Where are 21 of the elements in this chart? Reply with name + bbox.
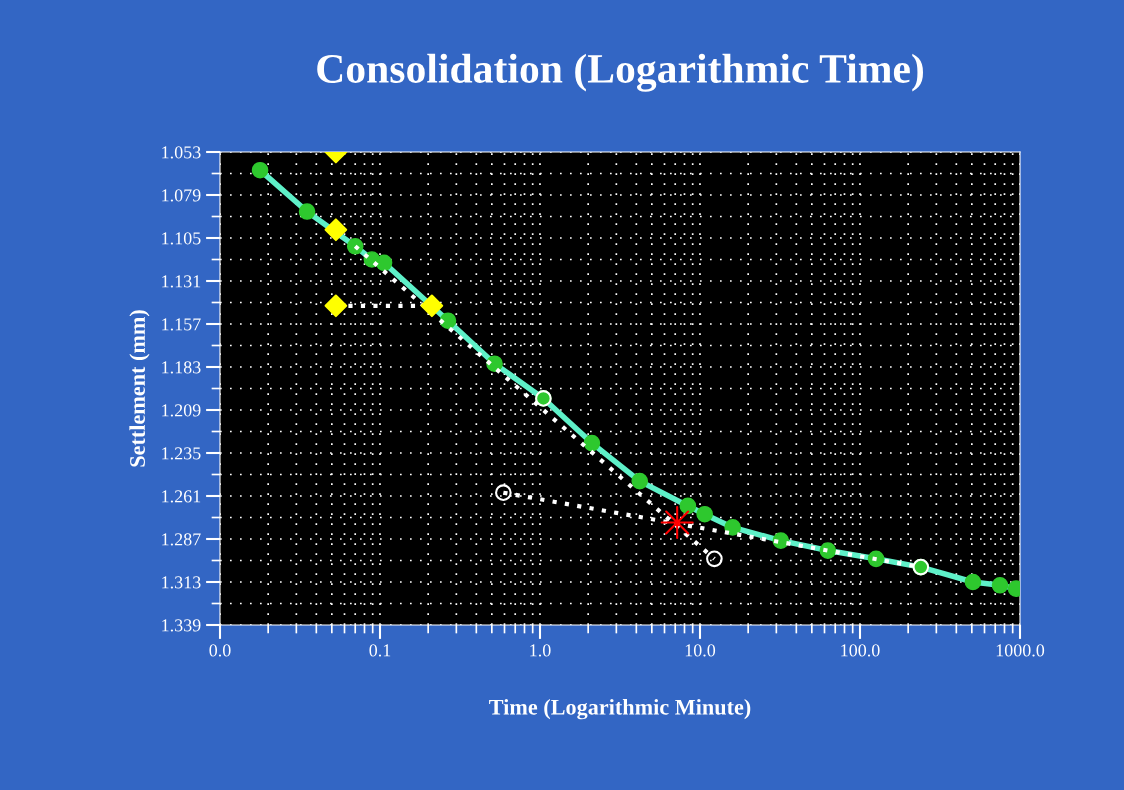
x-tick-label: 10.0	[685, 644, 716, 657]
y-tick-label: 1.261	[162, 490, 201, 503]
x-tick-label: 1.0	[530, 644, 551, 657]
x-tick-label: 0.1	[369, 644, 391, 657]
y-tick-label: 1.235	[162, 447, 201, 460]
y-tick-label: 1.183	[162, 361, 201, 374]
y-tick-label: 1.287	[162, 533, 201, 546]
y-tick-label: 1.313	[162, 576, 201, 589]
y-tick-label: 1.079	[162, 189, 201, 202]
y-tick-label: 1.105	[162, 232, 201, 245]
x-tick-label: 1000.0	[996, 644, 1045, 657]
y-tick-label: 1.131	[162, 275, 201, 288]
y-axis-title: Settlement (mm)	[129, 310, 150, 467]
y-tick-label: 1.053	[162, 146, 201, 159]
y-tick-label: 1.209	[162, 404, 201, 417]
x-axis-title: Time (Logarithmic Minute)	[489, 699, 751, 720]
x-tick-label: 100.0	[841, 644, 880, 657]
y-tick-label: 1.157	[162, 318, 201, 331]
x-tick-label: 0.0	[209, 644, 231, 657]
chart-title: Consolidation (Logarithmic Time)	[317, 53, 923, 92]
y-tick-label: 1.339	[162, 619, 201, 632]
